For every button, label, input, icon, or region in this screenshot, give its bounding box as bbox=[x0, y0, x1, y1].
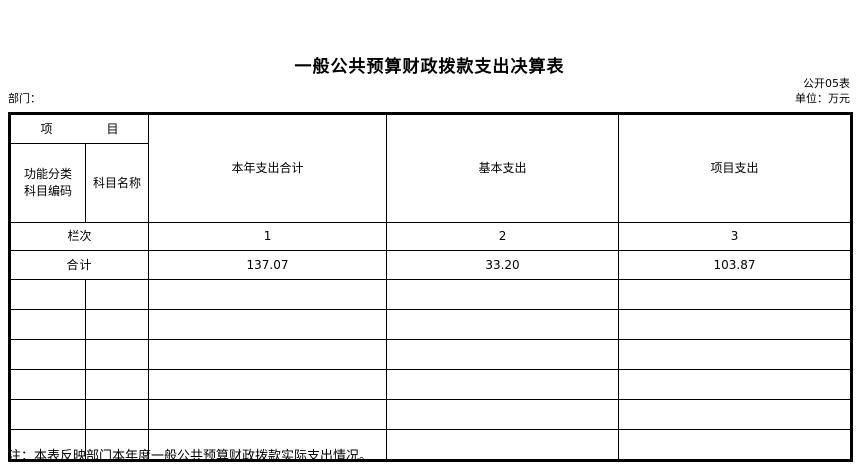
budget-table-wrapper: 项 目 本年支出合计 基本支出 项目支出 功能分类 科目编码 科目名称 bbox=[8, 112, 854, 462]
header-item-group: 项 目 bbox=[8, 113, 150, 144]
cell-function-code bbox=[9, 369, 86, 400]
cell-basic-expenditure bbox=[386, 429, 620, 461]
table-row bbox=[9, 339, 853, 370]
table-row bbox=[9, 399, 853, 430]
budget-table: 项 目 本年支出合计 基本支出 项目支出 功能分类 科目编码 科目名称 bbox=[8, 112, 854, 462]
table-row bbox=[9, 279, 853, 310]
sheet-number: 公开05表 bbox=[803, 77, 850, 90]
department-label: 部门： bbox=[8, 92, 41, 105]
total-value-project-expenditure: 103.87 bbox=[618, 250, 853, 280]
cell-project-expenditure bbox=[618, 339, 853, 370]
header-sub-function-code-line1: 功能分类 bbox=[23, 167, 72, 181]
cell-total-expenditure bbox=[148, 279, 388, 310]
cell-subject-name bbox=[84, 429, 150, 461]
cell-total-expenditure bbox=[148, 309, 388, 340]
header-sub-subject-name: 科目名称 bbox=[84, 143, 150, 223]
cell-project-expenditure bbox=[618, 399, 853, 430]
total-row-label: 合计 bbox=[8, 250, 150, 280]
table-header-row-2: 功能分类 科目编码 科目名称 bbox=[9, 143, 852, 223]
table-row-total: 合计 137.07 33.20 103.87 bbox=[8, 250, 853, 280]
cell-function-code bbox=[9, 399, 86, 430]
header-sub-function-code-line2: 科目编码 bbox=[23, 184, 72, 198]
cell-subject-name bbox=[84, 369, 150, 400]
cell-project-expenditure bbox=[618, 279, 853, 310]
total-value-total-expenditure: 137.07 bbox=[148, 250, 388, 280]
unit-note: 单位：万元 bbox=[795, 92, 850, 105]
cell-function-code bbox=[9, 309, 86, 340]
column-index-1: 1 bbox=[148, 222, 388, 251]
header-col-total-expenditure: 本年支出合计 bbox=[148, 113, 388, 223]
cell-subject-name bbox=[84, 279, 150, 310]
cell-function-code bbox=[9, 339, 86, 370]
cell-total-expenditure bbox=[148, 399, 388, 430]
column-index-3: 3 bbox=[618, 222, 853, 251]
cell-basic-expenditure bbox=[386, 399, 620, 430]
cell-basic-expenditure bbox=[386, 369, 620, 400]
cell-basic-expenditure bbox=[386, 339, 620, 370]
cell-project-expenditure bbox=[618, 369, 853, 400]
table-row bbox=[9, 429, 853, 461]
column-index-row: 栏次 1 2 3 bbox=[8, 222, 853, 251]
cell-total-expenditure bbox=[148, 369, 388, 400]
cell-subject-name bbox=[84, 399, 150, 430]
table-header-row-1: 项 目 本年支出合计 基本支出 项目支出 bbox=[8, 113, 853, 223]
table-row bbox=[9, 369, 853, 400]
cell-project-expenditure bbox=[618, 429, 853, 461]
table-footnote: 注：本表反映部门本年度一般公共预算财政拨款实际支出情况。 bbox=[8, 449, 373, 464]
cell-project-expenditure bbox=[618, 309, 853, 340]
column-index-label: 栏次 bbox=[8, 222, 150, 251]
cell-basic-expenditure bbox=[386, 309, 620, 340]
header-col-project-expenditure: 项目支出 bbox=[618, 113, 853, 223]
cell-function-code bbox=[9, 429, 86, 461]
cell-function-code bbox=[9, 279, 86, 310]
table-row bbox=[9, 309, 853, 340]
cell-total-expenditure bbox=[148, 339, 388, 370]
cell-subject-name bbox=[84, 309, 150, 340]
page-title: 一般公共预算财政拨款支出决算表 bbox=[294, 57, 565, 77]
total-value-basic-expenditure: 33.20 bbox=[386, 250, 620, 280]
header-sub-function-code: 功能分类 科目编码 bbox=[9, 143, 86, 223]
column-index-2: 2 bbox=[386, 222, 620, 251]
cell-basic-expenditure bbox=[386, 279, 620, 310]
cell-subject-name bbox=[84, 339, 150, 370]
header-col-basic-expenditure: 基本支出 bbox=[386, 113, 620, 223]
